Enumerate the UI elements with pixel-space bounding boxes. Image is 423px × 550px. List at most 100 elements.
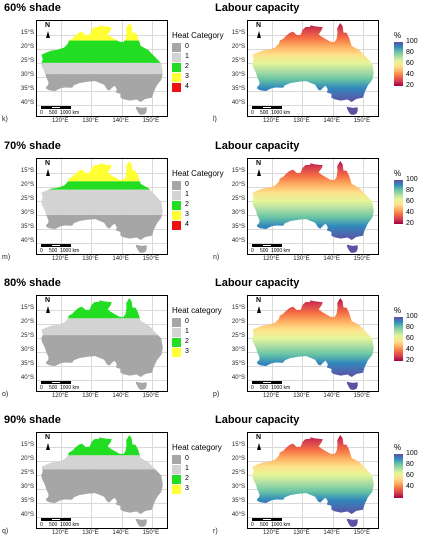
labour-capacity-field — [252, 161, 374, 240]
colorbar-label: 40 — [406, 71, 414, 78]
legend-label: 3 — [185, 73, 189, 80]
colorbar-label: 40 — [406, 483, 414, 490]
colorbar-label: 20 — [406, 82, 414, 89]
scale-segment — [272, 244, 282, 247]
lat-tick-label: 35°S — [231, 85, 245, 92]
lat-tick-label: 40°S — [231, 99, 245, 106]
lat-tick-label: 15°S — [231, 304, 245, 311]
lat-tick-label: 25°S — [231, 195, 245, 202]
legend-swatch — [172, 53, 181, 62]
lon-tick-label: 150°E — [142, 256, 160, 262]
lat-tick-label: 25°S — [20, 469, 34, 476]
scale-segment — [41, 381, 51, 384]
colorbar-label: 80 — [406, 49, 414, 56]
north-label: N — [256, 434, 262, 441]
lat-tick-label: 15°S — [231, 441, 245, 448]
lat-tick-label: 15°S — [20, 29, 34, 36]
gridline-lat — [248, 242, 378, 244]
scale-bar — [41, 381, 71, 384]
category-band-2 — [41, 435, 163, 456]
lon-tick-label: 130°E — [82, 393, 99, 399]
scale-bar — [252, 244, 282, 247]
lat-tick-label: 40°S — [20, 237, 34, 244]
lat-tick-label: 15°S — [20, 167, 34, 174]
lat-tick-label: 35°S — [20, 360, 34, 367]
scale-label: 0 — [251, 110, 254, 116]
panel-title: Labour capacity — [215, 140, 300, 152]
colorbar-label: 80 — [406, 187, 414, 194]
legend-label: 3 — [185, 485, 189, 492]
legend-label: 2 — [185, 201, 189, 208]
lon-tick-label: 120°E — [51, 393, 69, 399]
lon-tick-label: 140°E — [112, 530, 129, 536]
gridline-lat — [37, 379, 167, 381]
lon-tick-label: 120°E — [262, 118, 280, 124]
colorbar — [394, 317, 403, 361]
tasmania-shape — [346, 244, 358, 253]
legend-label: 2 — [185, 63, 189, 70]
scale-label: 1000 km — [60, 110, 80, 116]
legend-title: Heat Category — [172, 31, 224, 40]
lon-tick-label: 130°E — [293, 256, 310, 262]
lat-tick-label: 20°S — [231, 181, 245, 188]
lon-tick-label: 150°E — [142, 530, 160, 536]
legend-label: 2 — [185, 338, 189, 345]
lat-tick-label: 25°S — [231, 469, 245, 476]
colorbar-label: 20 — [406, 357, 414, 364]
tasmania-shape — [135, 244, 147, 253]
map-frame: N 0 500 1000 km — [36, 20, 168, 117]
lat-tick-label: 20°S — [20, 181, 34, 188]
panel-label: m) — [2, 254, 11, 261]
lat-tick-label: 15°S — [20, 441, 34, 448]
scale-segment — [41, 244, 51, 247]
scale-label: 500 — [260, 522, 269, 528]
legend-label: 3 — [185, 348, 189, 355]
gridline-lat — [248, 228, 378, 230]
category-band-1 — [41, 189, 163, 215]
scale-segment — [61, 381, 71, 384]
colorbar — [394, 454, 403, 498]
lat-tick-label: 20°S — [231, 43, 245, 50]
map-frame: N 0 500 1000 km — [36, 432, 168, 529]
gridline-lat — [37, 104, 167, 106]
north-arrow-icon — [46, 306, 50, 313]
legend-label: 0 — [185, 43, 189, 50]
scale-segment — [51, 518, 61, 521]
panel-label: l) — [213, 116, 217, 123]
scale-label: 1000 km — [271, 248, 291, 254]
legend-swatch — [172, 455, 181, 464]
scale-segment — [252, 518, 262, 521]
legend-swatch — [172, 475, 181, 484]
scale-segment — [61, 106, 71, 109]
colorbar-label: 40 — [406, 209, 414, 216]
gridline-lat — [37, 365, 167, 367]
scale-segment — [252, 381, 262, 384]
panel-title: Labour capacity — [215, 277, 300, 289]
legend-title: Heat Category — [172, 169, 224, 178]
map-frame: N 0 500 1000 km — [247, 20, 379, 117]
lat-tick-label: 15°S — [231, 29, 245, 36]
colorbar-label: 100 — [406, 313, 418, 320]
australia-map — [41, 23, 163, 115]
scale-segment — [51, 381, 61, 384]
scale-bar — [41, 244, 71, 247]
tasmania-shape — [346, 518, 358, 527]
legend-swatch — [172, 83, 181, 92]
panel-o: 80% shade o) N 0 500 1000 km 15°S 20°S 25°S 30°S 3… — [0, 275, 222, 412]
legend-title: % — [394, 443, 402, 452]
scale-label: 500 — [260, 110, 269, 116]
category-band-1 — [41, 455, 163, 470]
panel-l: Labour capacity l) N 0 500 1000 km 15°S 20°S 25°… — [211, 0, 423, 137]
lat-tick-label: 35°S — [20, 85, 34, 92]
labour-capacity-field — [252, 23, 374, 102]
lat-tick-label: 30°S — [231, 483, 245, 490]
lat-tick-label: 40°S — [20, 99, 34, 106]
scale-label: 0 — [251, 522, 254, 528]
legend-title: % — [394, 31, 402, 40]
category-band-2 — [41, 298, 163, 319]
lon-tick-label: 140°E — [323, 118, 340, 124]
legend-swatch — [172, 348, 181, 357]
panel-label: o) — [2, 391, 9, 398]
legend-label: 0 — [185, 455, 189, 462]
legend-title: Heat category — [172, 443, 222, 452]
